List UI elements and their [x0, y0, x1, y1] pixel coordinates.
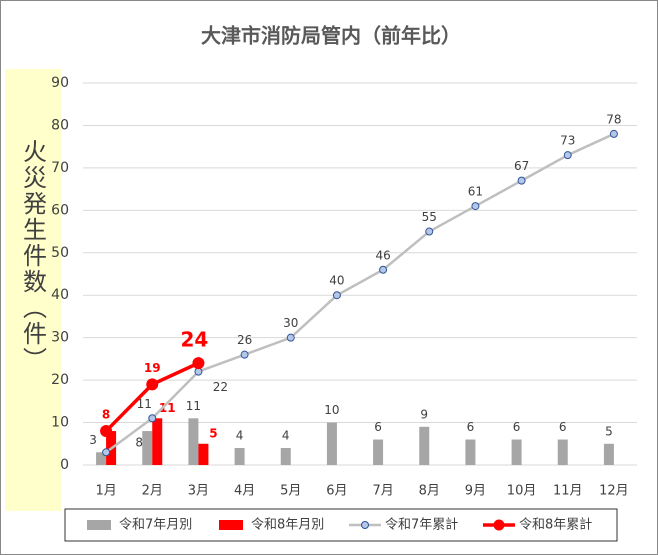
bar — [96, 452, 107, 465]
bar-label: 9 — [420, 407, 428, 421]
bar-label: 6 — [467, 420, 475, 434]
x-tick-label: 2月 — [142, 484, 163, 499]
bar — [557, 439, 568, 465]
x-tick-label: 5月 — [280, 484, 301, 499]
x-tick-label: 3月 — [188, 484, 209, 499]
x-tick-label: 7月 — [372, 484, 393, 499]
legend-label: 令和7年月別 — [119, 518, 192, 533]
point-label: 19 — [144, 361, 161, 375]
bar-label: 10 — [324, 403, 339, 417]
x-tick-label: 9月 — [465, 484, 486, 499]
point-label: 30 — [283, 316, 298, 330]
point — [379, 265, 388, 274]
point-label: 8 — [102, 408, 110, 422]
bar — [198, 443, 209, 465]
bar — [511, 439, 522, 465]
point-label: 24 — [180, 328, 208, 352]
bar — [234, 448, 245, 465]
x-tick-label: 4月 — [234, 484, 255, 499]
bar-label: 6 — [559, 420, 567, 434]
legend-label: 令和8年累計 — [519, 517, 592, 533]
point — [609, 129, 618, 138]
bar — [373, 439, 384, 465]
point — [192, 357, 205, 370]
bar — [419, 426, 430, 465]
point-label: 40 — [329, 274, 344, 288]
bar — [603, 443, 614, 465]
legend-label: 令和8年月別 — [251, 518, 324, 533]
legend-swatch — [87, 520, 111, 530]
bar-label: 3 — [89, 433, 97, 447]
point — [194, 367, 203, 376]
legend-label: 令和7年累計 — [385, 517, 458, 533]
x-tick-label: 10月 — [507, 484, 537, 499]
legend-swatch — [219, 520, 243, 530]
y-tick-label: 0 — [60, 457, 69, 473]
bar-label: 5 — [209, 426, 217, 440]
bar — [280, 448, 291, 465]
point — [471, 202, 480, 211]
x-tick-label: 1月 — [95, 484, 116, 499]
y-tick-label: 90 — [51, 75, 69, 91]
point — [146, 378, 159, 391]
point-label: 67 — [514, 159, 529, 173]
y-tick-label: 10 — [51, 415, 69, 431]
point-label: 26 — [237, 333, 252, 347]
point-label: 55 — [422, 210, 437, 224]
chart-title: 大津市消防局管内（前年比） — [201, 24, 461, 48]
point — [425, 227, 434, 236]
point-label: 73 — [560, 134, 575, 148]
point — [102, 448, 111, 457]
x-tick-label: 6月 — [326, 484, 347, 499]
point — [148, 414, 157, 423]
bar — [152, 418, 163, 465]
bar-label: 4 — [282, 429, 290, 443]
bar — [188, 418, 199, 465]
x-tick-label: 12月 — [599, 484, 629, 499]
bar — [142, 431, 153, 465]
point — [332, 291, 341, 300]
bar-label: 6 — [374, 420, 382, 434]
y-tick-label: 30 — [51, 330, 69, 346]
bar-label: 4 — [236, 429, 244, 443]
bar-label: 6 — [513, 420, 521, 434]
point-label: 61 — [468, 185, 483, 199]
point-label: 46 — [375, 248, 390, 262]
y-tick-label: 20 — [51, 372, 69, 388]
point — [517, 176, 526, 185]
legend-swatch — [361, 521, 369, 529]
y-tick-label: 60 — [51, 202, 69, 218]
bar — [326, 422, 337, 465]
point — [286, 333, 295, 342]
bar — [465, 439, 476, 465]
point-label: 78 — [606, 112, 621, 126]
point — [563, 151, 572, 160]
point — [240, 350, 249, 359]
x-tick-label: 8月 — [419, 484, 440, 499]
point-label: 22 — [213, 380, 228, 394]
legend-box — [64, 508, 618, 542]
y-axis-label: 火災発生件数（件） — [18, 139, 47, 373]
x-tick-label: 11月 — [553, 484, 583, 499]
y-tick-label: 50 — [51, 245, 69, 261]
point-label: 11 — [137, 397, 152, 411]
y-label-box: 火災発生件数（件） — [5, 69, 61, 511]
y-tick-label: 80 — [51, 117, 69, 133]
bar-label: 11 — [159, 401, 176, 415]
y-tick-label: 70 — [51, 160, 69, 176]
bar-label: 11 — [186, 399, 201, 413]
point — [100, 425, 113, 438]
bar-label: 5 — [605, 424, 613, 438]
bar-label: 8 — [135, 436, 143, 450]
legend-swatch — [493, 519, 505, 531]
y-tick-label: 40 — [51, 287, 69, 303]
line — [105, 132, 615, 454]
